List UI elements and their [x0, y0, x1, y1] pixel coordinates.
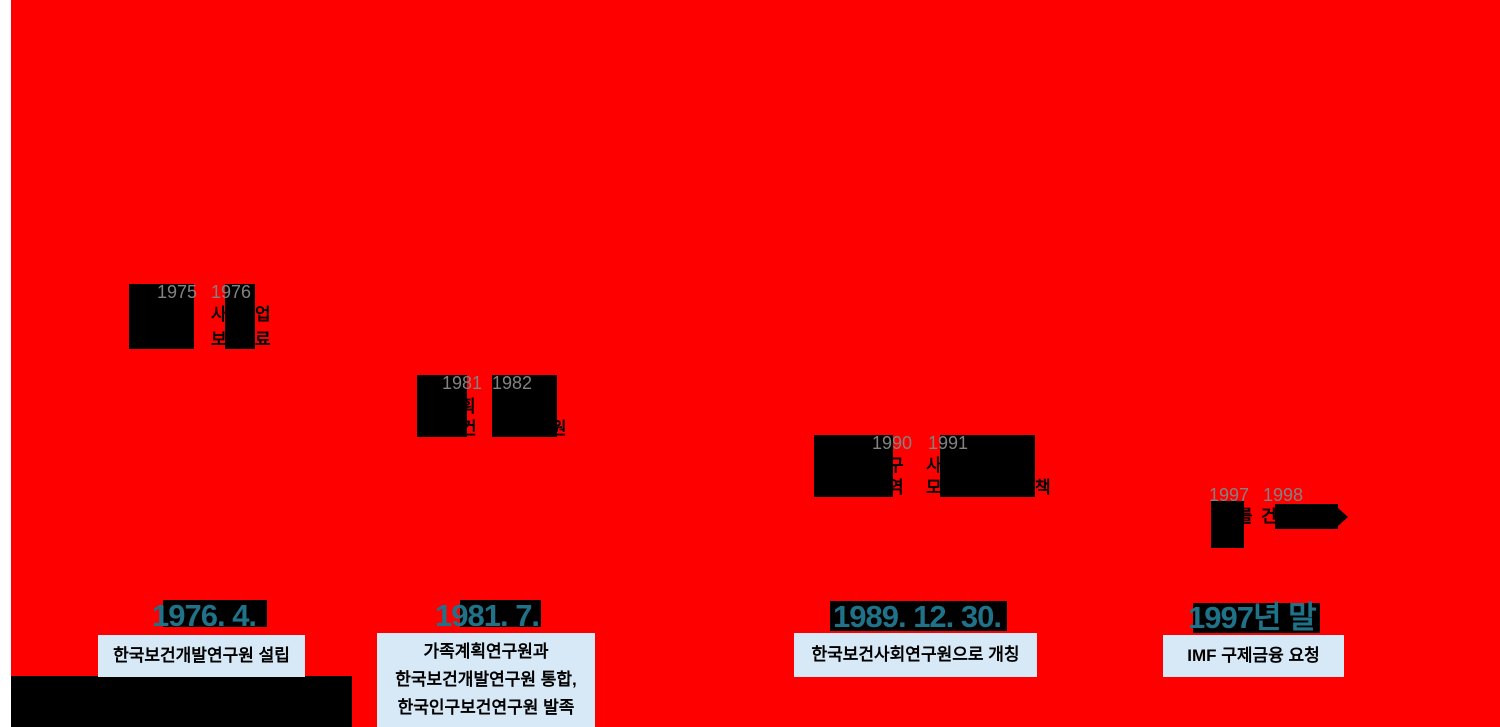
korean-text-fragment: 사	[926, 456, 942, 475]
year-label: 1991	[928, 433, 969, 453]
year-label: 1975	[157, 282, 198, 302]
milestone-caption-line: 한국인구보건연구원 발족	[397, 698, 575, 717]
year-label: 1982	[492, 373, 533, 393]
date-highlight-bar	[460, 600, 541, 627]
date-highlight-bar	[830, 601, 1007, 631]
korean-text-fragment: 건	[1261, 507, 1277, 526]
year-label: 1997	[1209, 485, 1250, 505]
korean-text-fragment: 보	[211, 330, 227, 349]
year-label: 1998	[1263, 485, 1304, 505]
milestone-caption-box: 한국보건사회연구원으로 개칭	[794, 633, 1037, 677]
right-arrow-icon	[1338, 508, 1348, 526]
milestone-caption-line: 한국보건개발연구원 설립	[113, 646, 290, 665]
redaction-box	[940, 435, 1035, 497]
milestone-date: 1981. 7.	[435, 598, 540, 633]
redaction-box	[492, 375, 557, 437]
year-label: 1976	[211, 282, 252, 302]
redaction-box	[1275, 504, 1338, 529]
milestone-caption-line: 가족계획연구원과	[423, 642, 549, 661]
redaction-box	[814, 435, 893, 497]
redaction-box	[11, 676, 352, 727]
milestone-date: 1989. 12. 30.	[833, 599, 1002, 634]
korean-text-fragment: 책	[1035, 478, 1051, 497]
korean-text-fragment: 사	[211, 305, 227, 324]
date-highlight-bar	[1193, 603, 1320, 633]
redaction-box	[129, 284, 194, 349]
korean-text-fragment: 모	[926, 478, 942, 497]
year-label: 1990	[872, 433, 913, 453]
redaction-box	[1211, 501, 1244, 548]
milestone-caption-box: 한국보건개발연구원 설립	[98, 635, 305, 677]
date-highlight-bar	[163, 600, 267, 627]
korean-text-fragment: 료	[255, 330, 271, 349]
milestone-caption-box: IMF 구제금융 요청	[1163, 635, 1344, 677]
redaction-box	[417, 375, 467, 437]
milestone-caption-line: IMF 구제금융 요청	[1187, 646, 1320, 665]
milestone-date: 1976. 4.	[152, 598, 257, 633]
korean-text-fragment: 업	[255, 305, 271, 324]
milestone-caption-line: 한국보건사회연구원으로 개칭	[811, 645, 1020, 664]
milestone-date: 1997년 말	[1188, 600, 1317, 635]
redaction-box	[225, 284, 255, 349]
milestone-caption-line: 한국보건개발연구원 통합,	[395, 670, 577, 689]
year-label: 1981	[442, 373, 483, 393]
